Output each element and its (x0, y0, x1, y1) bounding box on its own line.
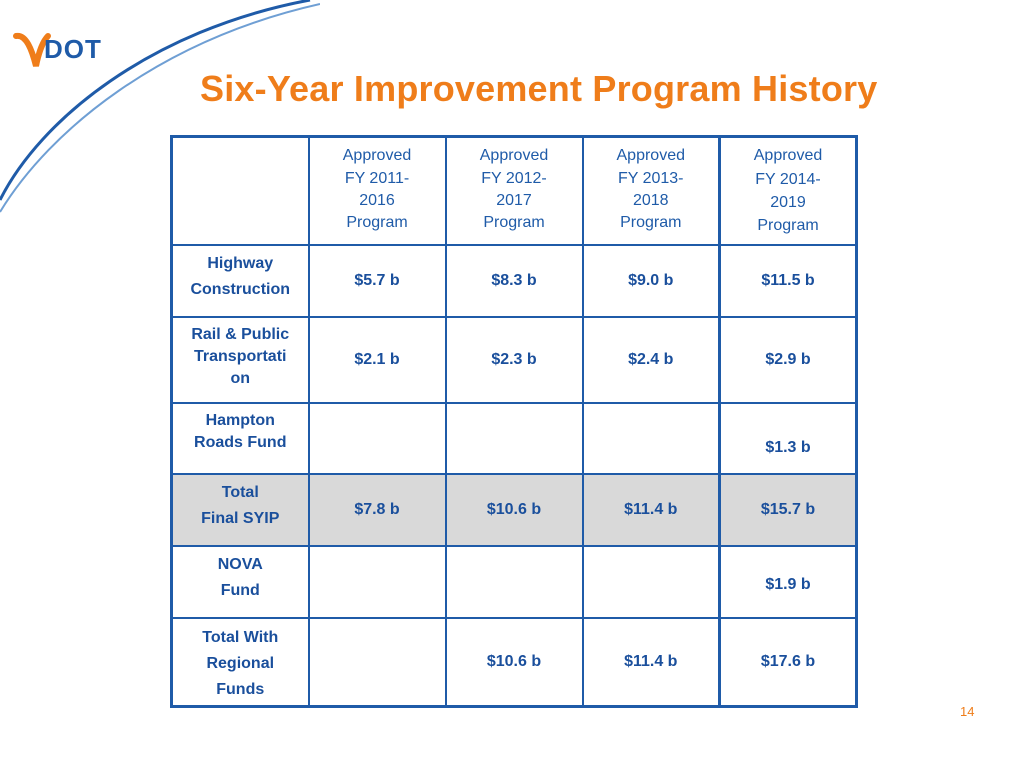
cell-value: $1.9 b (718, 544, 858, 619)
header-blank-cell (170, 135, 310, 246)
row-label-hampton: Hampton Roads Fund (170, 401, 310, 475)
cell-value (307, 616, 447, 707)
cell-value: $9.0 b (581, 243, 721, 318)
cell-value (444, 544, 584, 619)
header-fy2012: Approved FY 2012- 2017 Program (444, 135, 584, 246)
row-label-nova: NOVA Fund (170, 544, 310, 619)
background-swoosh (0, 0, 320, 213)
table-header-row: Approved FY 2011- 2016 Program Approved … (170, 135, 858, 246)
row-label-total: Total Final SYIP (170, 472, 310, 547)
cell-value: $17.6 b (718, 616, 858, 707)
cell-value: $10.6 b (444, 472, 584, 547)
vdot-logo: DOT (13, 32, 102, 67)
header-fy2013: Approved FY 2013- 2018 Program (581, 135, 721, 246)
cell-value: $2.4 b (581, 315, 721, 404)
table-row-total: Total Final SYIP $7.8 b $10.6 b $11.4 b $… (170, 472, 858, 547)
cell-value: $8.3 b (444, 243, 584, 318)
cell-value: $15.7 b (718, 472, 858, 547)
cell-value: $11.4 b (581, 616, 721, 707)
table-row: Total With Regional Funds $10.6 b $11.4 b … (170, 616, 858, 707)
cell-value (581, 544, 721, 619)
cell-value: $10.6 b (444, 616, 584, 707)
cell-value: $7.8 b (307, 472, 447, 547)
table-row: Hampton Roads Fund $1.3 b (170, 401, 858, 475)
row-label-rail: Rail & Public Transportati on (170, 315, 310, 404)
table-row: NOVA Fund $1.9 b (170, 544, 858, 619)
page-number: 14 (960, 704, 975, 719)
row-label-total-regional: Total With Regional Funds (170, 616, 310, 707)
row-label-highway: Highway Construction (170, 243, 310, 318)
slide-title: Six-Year Improvement Program History (200, 68, 878, 109)
header-fy2014: Approved FY 2014- 2019 Program (718, 135, 858, 246)
cell-value: $2.9 b (718, 315, 858, 404)
cell-value (307, 401, 447, 475)
cell-value: $5.7 b (307, 243, 447, 318)
table-row: Rail & Public Transportati on $2.1 b $2.3 … (170, 315, 858, 404)
cell-value: $11.5 b (718, 243, 858, 318)
cell-value (444, 401, 584, 475)
header-fy2011: Approved FY 2011- 2016 Program (307, 135, 447, 246)
cell-value (307, 544, 447, 619)
cell-value: $2.3 b (444, 315, 584, 404)
table-row: Highway Construction $5.7 b $8.3 b $9.0 b… (170, 243, 858, 318)
svg-text:DOT: DOT (44, 34, 102, 64)
cell-value: $1.3 b (718, 401, 858, 475)
syip-history-table: Approved FY 2011- 2016 Program Approved … (170, 135, 858, 708)
cell-value (581, 401, 721, 475)
cell-value: $2.1 b (307, 315, 447, 404)
cell-value: $11.4 b (581, 472, 721, 547)
